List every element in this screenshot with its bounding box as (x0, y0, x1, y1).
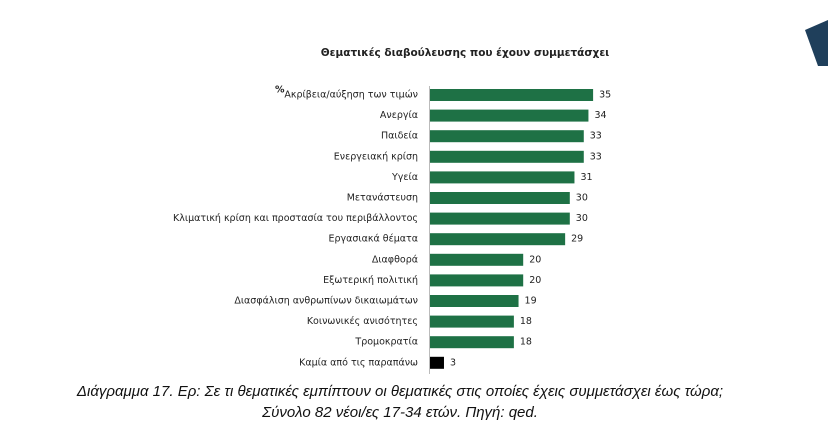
bar (430, 356, 444, 369)
value-label: 18 (520, 316, 532, 327)
bar (430, 295, 519, 307)
unit-label: % (275, 85, 285, 96)
bar (430, 233, 566, 246)
category-label: Διαφθορά (372, 254, 418, 265)
category-label: Εξωτερική πολιτική (323, 275, 418, 286)
bar (430, 274, 524, 287)
category-label: Κοινωνικές ανισότητες (307, 316, 418, 327)
value-label: 30 (576, 213, 588, 224)
value-label: 3 (450, 357, 456, 368)
bar (430, 171, 575, 184)
bar (430, 130, 584, 143)
bar (430, 109, 589, 122)
value-label: 30 (576, 193, 588, 204)
category-label: Διασφάλιση ανθρωπίνων δικαιωμάτων (234, 296, 418, 307)
corner-decoration (805, 20, 828, 66)
caption: Σύνολο 82 νέοι/ες 17-34 ετών. Πηγή: qed. (261, 404, 538, 421)
category-label: Καμία από τις παραπάνω (299, 357, 418, 368)
value-label: 33 (590, 151, 602, 162)
value-label: 31 (580, 172, 592, 183)
bar (430, 315, 514, 328)
value-label: 29 (571, 234, 583, 245)
bar (430, 336, 514, 349)
value-label: 20 (529, 254, 541, 265)
value-label: 34 (594, 110, 606, 121)
category-label: Κλιματική κρίση και προστασία του περιβά… (173, 213, 418, 224)
category-label: Τρομοκρατία (354, 337, 418, 348)
category-label: Μετανάστευση (347, 193, 418, 204)
chart-title: Θεματικές διαβούλευσης που έχουν συμμετά… (321, 47, 610, 59)
value-label: 20 (529, 275, 541, 286)
bar (430, 253, 524, 266)
value-label: 19 (525, 296, 537, 307)
caption: Διάγραμμα 17. Ερ: Σε τι θεματικές εμπίπτ… (76, 383, 723, 400)
bar (430, 150, 584, 163)
value-label: 35 (599, 90, 611, 101)
category-label: Εργασιακά θέματα (328, 234, 418, 245)
category-label: Ανεργία (380, 110, 418, 121)
category-label: Ενεργειακή κρίση (334, 151, 418, 162)
value-label: 33 (590, 131, 602, 142)
bar (430, 89, 594, 101)
category-label: Παιδεία (381, 131, 418, 142)
category-label: Ακρίβεια/αύξηση των τιμών (284, 90, 418, 101)
bar (430, 212, 570, 225)
category-label: Υγεία (391, 172, 418, 183)
value-label: 18 (520, 337, 532, 348)
bar (430, 192, 570, 204)
